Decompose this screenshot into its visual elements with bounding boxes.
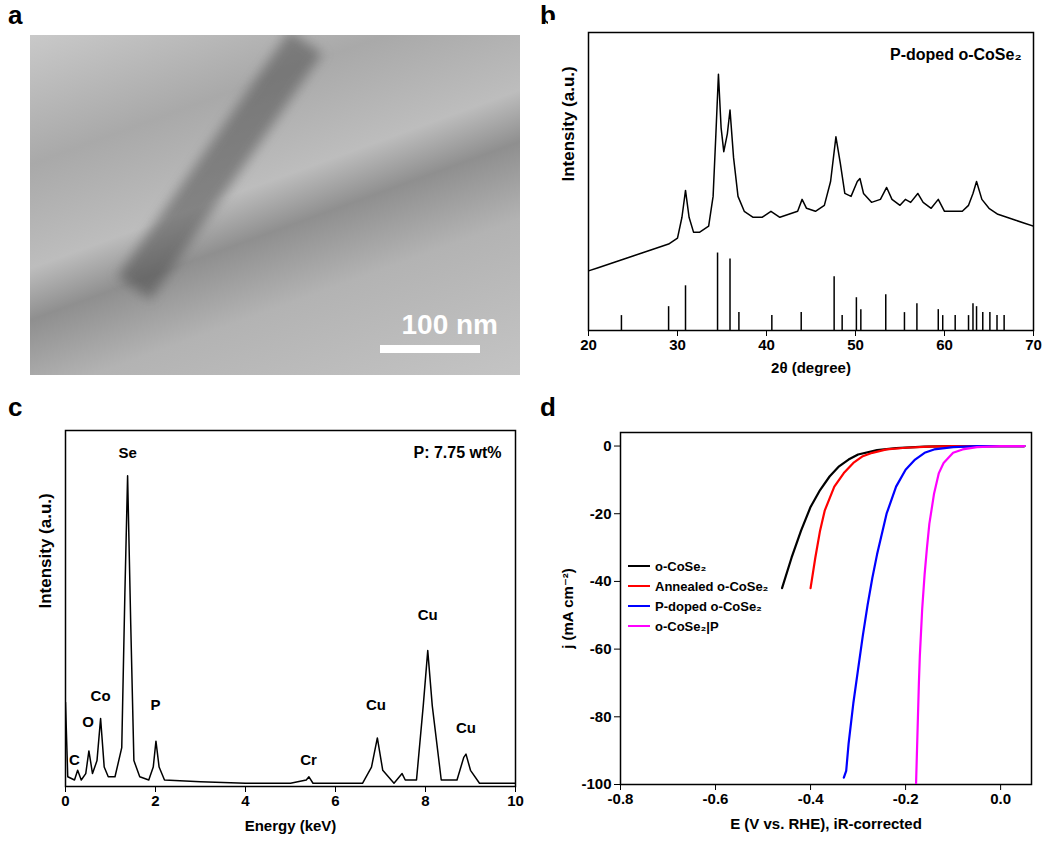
- svg-text:Cu: Cu: [456, 719, 476, 736]
- svg-text:Intensity (a.u.): Intensity (a.u.): [559, 66, 578, 181]
- html-text:P-doped o-CoSe₂: P-doped o-CoSe₂: [655, 598, 762, 614]
- svg-text:P: P: [150, 696, 160, 713]
- html-text:100 nm: 100 nm: [401, 309, 498, 340]
- svg-text:-0.2: -0.2: [893, 790, 919, 807]
- svg-text:40: 40: [758, 336, 775, 353]
- svg-text:Cu: Cu: [366, 696, 386, 713]
- svg-text:-100: -100: [581, 775, 612, 793]
- svg-text:C: C: [69, 751, 80, 768]
- svg-text:-20: -20: [590, 505, 612, 522]
- svg-text:10: 10: [507, 792, 524, 809]
- svg-text:Cr: Cr: [300, 751, 317, 768]
- svg-text:Energy (keV): Energy (keV): [245, 817, 337, 834]
- svg-text:6: 6: [331, 792, 339, 809]
- svg-text:Intensity (a.u.): Intensity (a.u.): [36, 493, 55, 608]
- svg-text:j (mA cm⁻²): j (mA cm⁻²): [559, 568, 576, 650]
- svg-text:Cu: Cu: [418, 606, 438, 623]
- svg-text:0.0: 0.0: [990, 790, 1011, 807]
- svg-text:-40: -40: [590, 572, 612, 589]
- svg-text:20: 20: [580, 336, 597, 353]
- html-text:o-CoSe₂|P: o-CoSe₂|P: [655, 618, 719, 634]
- svg-text:O: O: [82, 713, 94, 730]
- svg-text:P: 7.75 wt%: P: 7.75 wt%: [413, 444, 501, 461]
- svg-text:8: 8: [421, 792, 429, 809]
- html-text:c: c: [8, 392, 23, 422]
- html-text:b: b: [540, 0, 556, 30]
- svg-text:Se: Se: [118, 444, 136, 461]
- svg-text:0: 0: [603, 437, 611, 454]
- svg-text:-60: -60: [590, 640, 612, 657]
- html-text:o-CoSe₂: o-CoSe₂: [655, 558, 707, 574]
- svg-text:Co: Co: [91, 687, 111, 704]
- svg-text:E (V vs. RHE), iR-corrected: E (V vs. RHE), iR-corrected: [730, 815, 922, 832]
- html-text:a: a: [8, 0, 23, 30]
- svg-text:-0.4: -0.4: [798, 790, 825, 807]
- svg-text:50: 50: [847, 336, 864, 353]
- svg-text:2: 2: [151, 792, 159, 809]
- svg-text:-0.8: -0.8: [608, 790, 634, 807]
- svg-text:0: 0: [61, 792, 69, 809]
- svg-text:2θ (degree): 2θ (degree): [771, 359, 851, 376]
- svg-text:-0.6: -0.6: [703, 790, 729, 807]
- svg-text:4: 4: [241, 792, 250, 809]
- html-text:d: d: [540, 392, 556, 422]
- svg-text:70: 70: [1025, 336, 1042, 353]
- svg-text:30: 30: [669, 336, 686, 353]
- html-text:Annealed o-CoSe₂: Annealed o-CoSe₂: [655, 578, 769, 594]
- svg-text:P-doped o-CoSe₂: P-doped o-CoSe₂: [890, 46, 1022, 63]
- svg-text:60: 60: [936, 336, 953, 353]
- svg-text:-80: -80: [590, 708, 612, 725]
